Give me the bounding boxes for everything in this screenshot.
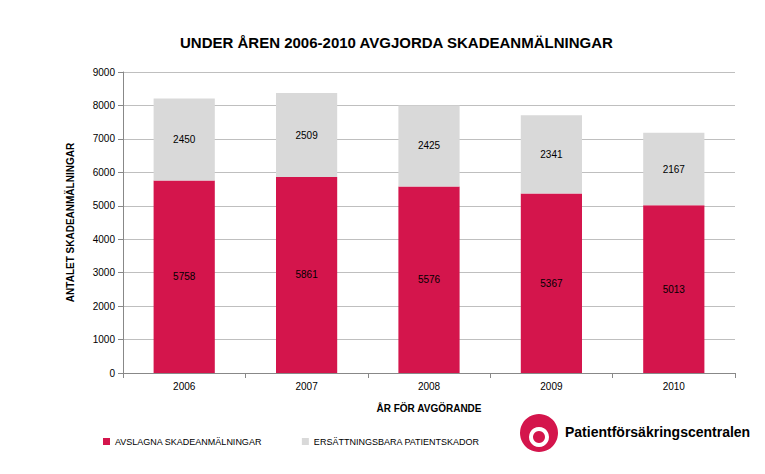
svg-text:2009: 2009 (540, 381, 563, 392)
svg-text:AVSLAGNA SKADEANMÄLNINGAR: AVSLAGNA SKADEANMÄLNINGAR (115, 437, 262, 447)
svg-text:ÅR FÖR AVGÖRANDE: ÅR FÖR AVGÖRANDE (377, 402, 482, 414)
svg-text:9000: 9000 (93, 67, 116, 78)
svg-text:2006: 2006 (173, 381, 196, 392)
svg-text:1000: 1000 (93, 334, 116, 345)
svg-text:2425: 2425 (418, 140, 441, 151)
svg-text:5013: 5013 (663, 284, 686, 295)
svg-text:Patientförsäkringscentralen: Patientförsäkringscentralen (565, 424, 750, 440)
svg-text:2341: 2341 (540, 149, 563, 160)
svg-text:2167: 2167 (663, 164, 686, 175)
svg-text:UNDER ÅREN 2006-2010 AVGJORDA: UNDER ÅREN 2006-2010 AVGJORDA SKADEANMÄL… (180, 34, 613, 51)
svg-text:6000: 6000 (93, 167, 116, 178)
svg-text:8000: 8000 (93, 100, 116, 111)
svg-text:5758: 5758 (173, 271, 196, 282)
svg-text:3000: 3000 (93, 267, 116, 278)
svg-text:5861: 5861 (295, 269, 318, 280)
svg-text:0: 0 (109, 368, 115, 379)
svg-text:4000: 4000 (93, 234, 116, 245)
svg-text:2007: 2007 (295, 381, 318, 392)
svg-text:5367: 5367 (540, 278, 563, 289)
svg-text:5000: 5000 (93, 200, 116, 211)
svg-text:ERSÄTTNINGSBARA PATIENTSKADOR: ERSÄTTNINGSBARA PATIENTSKADOR (314, 437, 480, 447)
svg-text:2509: 2509 (295, 130, 318, 141)
svg-text:2008: 2008 (418, 381, 441, 392)
svg-text:5576: 5576 (418, 274, 441, 285)
svg-text:2010: 2010 (663, 381, 686, 392)
svg-text:7000: 7000 (93, 133, 116, 144)
svg-text:ANTALET SKADEANMÄLNINGAR: ANTALET SKADEANMÄLNINGAR (64, 142, 76, 302)
svg-text:2000: 2000 (93, 301, 116, 312)
svg-text:2450: 2450 (173, 134, 196, 145)
